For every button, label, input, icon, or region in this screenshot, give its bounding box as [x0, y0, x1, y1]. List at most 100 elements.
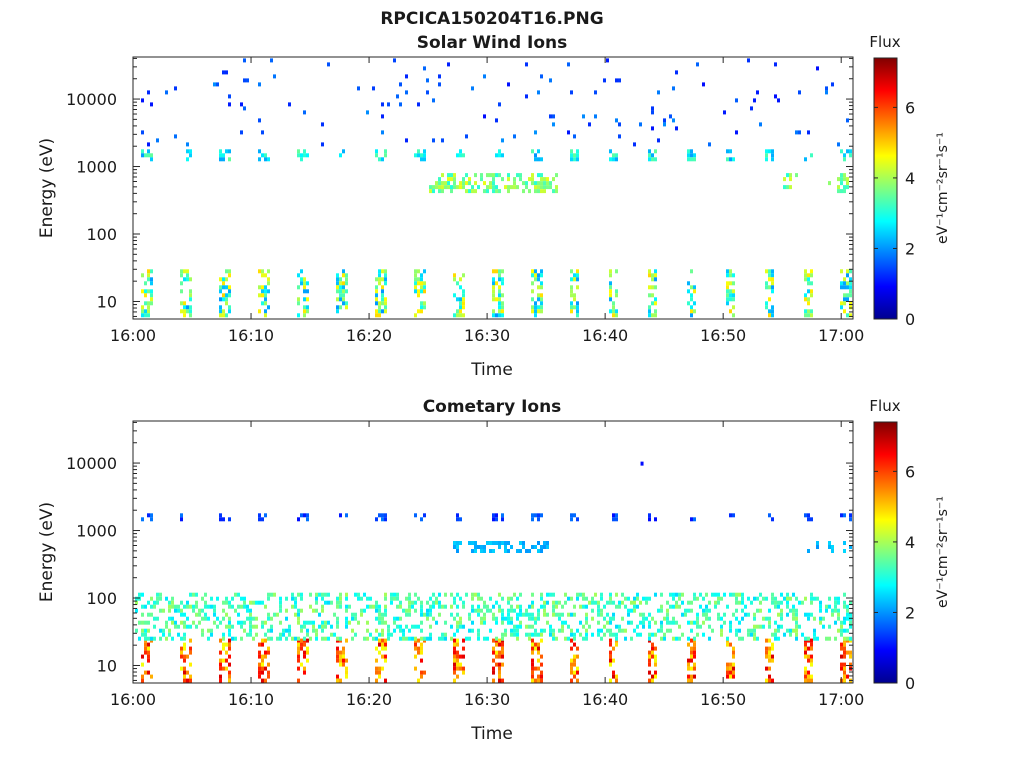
- heatmap-cell: [459, 181, 462, 186]
- heatmap-cell: [498, 305, 501, 310]
- heatmap-cell: [591, 600, 594, 605]
- heatmap-cell: [444, 592, 447, 597]
- heatmap-cell: [231, 604, 234, 609]
- heatmap-cell: [435, 185, 438, 190]
- heatmap-cell: [327, 636, 330, 641]
- heatmap-cell: [771, 269, 774, 274]
- heatmap-cell: [456, 654, 459, 659]
- heatmap-cell: [228, 638, 231, 643]
- heatmap-cell: [648, 662, 651, 667]
- heatmap-cell: [336, 600, 339, 605]
- heatmap-cell: [828, 604, 831, 609]
- heatmap-cell: [267, 592, 270, 597]
- heatmap-cell: [378, 608, 381, 613]
- heatmap-cell: [219, 678, 222, 683]
- heatmap-cell: [249, 624, 252, 629]
- heatmap-cell: [537, 646, 540, 651]
- heatmap-cell: [747, 628, 750, 633]
- heatmap-cell: [624, 636, 627, 641]
- heatmap-cell: [534, 666, 537, 671]
- heatmap-cell: [639, 600, 642, 605]
- heatmap-cell: [813, 636, 816, 641]
- heatmap-cell: [807, 646, 810, 651]
- heatmap-cell: [846, 297, 849, 302]
- heatmap-cell: [561, 604, 564, 609]
- heatmap-cell: [546, 541, 549, 545]
- heatmap-cell: [546, 600, 549, 605]
- heatmap-cell: [243, 58, 246, 63]
- heatmap-cell: [471, 185, 474, 190]
- heatmap-cell: [447, 177, 450, 182]
- heatmap-cell: [666, 612, 669, 617]
- heatmap-cell: [453, 273, 456, 278]
- heatmap-cell: [474, 608, 477, 613]
- heatmap-cell: [423, 281, 426, 286]
- heatmap-cell: [324, 620, 327, 625]
- heatmap-cell: [825, 86, 828, 91]
- heatmap-cell: [549, 628, 552, 633]
- heatmap-cell: [513, 632, 516, 637]
- heatmap-cell: [186, 305, 189, 310]
- heatmap-cell: [306, 650, 309, 655]
- heatmap-cell: [192, 608, 195, 613]
- heatmap-cell: [693, 646, 696, 651]
- heatmap-cell: [429, 604, 432, 609]
- heatmap-cell: [375, 289, 378, 294]
- heatmap-cell: [807, 658, 810, 663]
- heatmap-cell: [459, 596, 462, 601]
- heatmap-cell: [759, 624, 762, 629]
- heatmap-cell: [843, 600, 846, 605]
- heatmap-cell: [189, 624, 192, 629]
- heatmap-cell: [633, 608, 636, 613]
- heatmap-cell: [768, 666, 771, 671]
- heatmap-cell: [501, 153, 504, 158]
- heatmap-cell: [447, 185, 450, 190]
- heatmap-cell: [420, 600, 423, 605]
- heatmap-cell: [462, 289, 465, 294]
- heatmap-cell: [453, 670, 456, 675]
- heatmap-cell: [552, 612, 555, 617]
- heatmap-cell: [816, 545, 819, 549]
- heatmap-cell: [528, 604, 531, 609]
- heatmap-cell: [510, 545, 513, 549]
- heatmap-cell: [219, 513, 222, 518]
- heatmap-cell: [693, 289, 696, 294]
- heatmap-cell: [759, 608, 762, 613]
- colorbar-tick-label: 0: [905, 674, 915, 693]
- heatmap-cell: [378, 638, 381, 643]
- heatmap-cell: [507, 541, 510, 545]
- heatmap-cell: [522, 181, 525, 186]
- heatmap-cell: [207, 604, 210, 609]
- heatmap-cell: [180, 654, 183, 659]
- heatmap-cell: [579, 632, 582, 637]
- heatmap-cell: [456, 658, 459, 663]
- heatmap-cell: [822, 624, 825, 629]
- heatmap-cell: [789, 608, 792, 613]
- heatmap-cell: [225, 70, 228, 75]
- heatmap-cell: [336, 650, 339, 655]
- heatmap-cell: [264, 297, 267, 302]
- heatmap-cell: [537, 297, 540, 302]
- heatmap-cell: [483, 545, 486, 549]
- heatmap-cell: [339, 604, 342, 609]
- heatmap-cell: [573, 153, 576, 158]
- heatmap-cell: [663, 616, 666, 621]
- heatmap-cell: [480, 173, 483, 178]
- heatmap-cell: [699, 592, 702, 597]
- heatmap-cell: [672, 620, 675, 625]
- heatmap-cell: [414, 313, 417, 318]
- heatmap-cell: [651, 293, 654, 298]
- heatmap-cell: [702, 620, 705, 625]
- heatmap-cell: [729, 674, 732, 679]
- heatmap-cell: [357, 86, 360, 91]
- heatmap-cell: [615, 513, 618, 518]
- heatmap-cell: [690, 153, 693, 158]
- heatmap-cell: [549, 114, 552, 119]
- heatmap-cell: [507, 616, 510, 621]
- heatmap-cell: [294, 636, 297, 641]
- heatmap-cell: [819, 616, 822, 621]
- heatmap-cell: [516, 185, 519, 190]
- heatmap-cell: [768, 273, 771, 278]
- heatmap-cell: [510, 185, 513, 190]
- heatmap-cell: [510, 608, 513, 613]
